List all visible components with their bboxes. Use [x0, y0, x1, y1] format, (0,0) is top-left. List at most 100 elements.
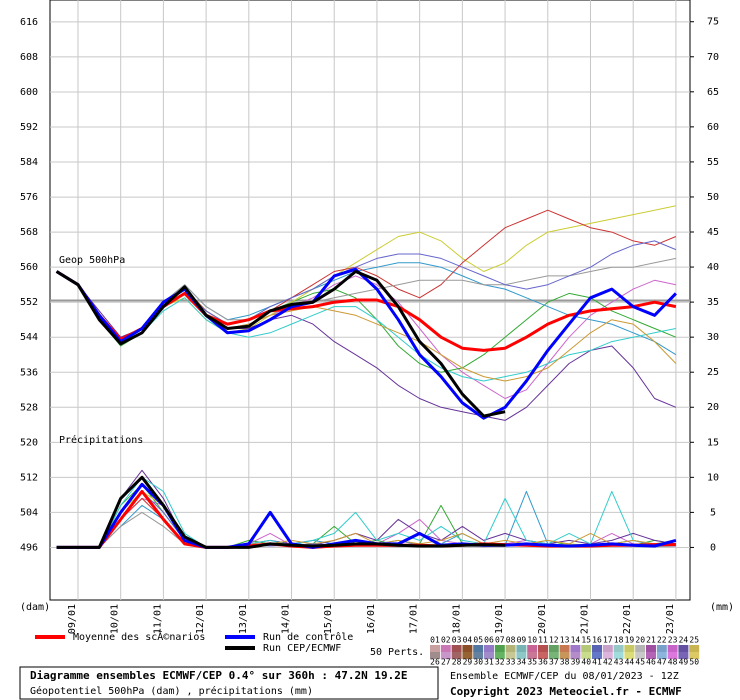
y-tick-label: 504 [20, 507, 38, 518]
legend-label: 24 [679, 636, 689, 645]
legend-swatch [430, 652, 440, 659]
footer-run: Ensemble ECMWF/CEP du 08/01/2023 - 12Z [450, 671, 679, 682]
legend-label: 29 [463, 658, 473, 667]
legend-label: 43 [614, 658, 624, 667]
legend-swatch [667, 645, 678, 652]
legend-swatch [592, 645, 602, 652]
y-tick-label: 568 [20, 227, 38, 238]
legend-label: 11 [538, 636, 548, 645]
x-tick-label: 14/01 [281, 604, 292, 634]
legend-label: 06 [484, 636, 494, 645]
y-tick-label: 616 [20, 17, 38, 28]
geop-line [55, 267, 677, 420]
y2-tick-label: 50 [707, 192, 719, 203]
legend-label: 28 [452, 658, 462, 667]
legend-label: 45 [635, 658, 645, 667]
legend-swatch [624, 652, 635, 659]
legend-label: 40 [581, 658, 591, 667]
legend-label: 50 Perts. [370, 647, 424, 658]
legend-swatch [689, 652, 700, 659]
footer-copyright: Copyright 2023 Meteociel.fr - ECMWF [450, 685, 682, 698]
legend-label: 26 [430, 658, 440, 667]
legend-swatch [602, 652, 613, 659]
footer-subtitle: Géopotentiel 500hPa (dam) , précipitatio… [30, 685, 313, 697]
x-tick-label: 15/01 [323, 604, 334, 634]
legend-label: 39 [571, 658, 581, 667]
y2-tick-label: 45 [707, 227, 719, 238]
legend-swatch [570, 652, 581, 659]
y2-tick-label: 25 [707, 367, 719, 378]
legend-swatch [527, 645, 538, 652]
legend-label: 03 [452, 636, 462, 645]
annotation: Précipitations [59, 434, 143, 446]
y-tick-label: 592 [20, 122, 38, 133]
legend-swatch [451, 652, 462, 659]
y-tick-label: 552 [20, 297, 38, 308]
legend-label: 36 [538, 658, 548, 667]
legend-label: 04 [463, 636, 473, 645]
perturbation-precip-line [56, 469, 676, 548]
legend-label: 32 [495, 658, 505, 667]
legend-swatch [430, 645, 440, 652]
y2-tick-label: 40 [707, 262, 719, 273]
legend-swatch [656, 652, 667, 659]
y-tick-label: 544 [20, 332, 38, 343]
legend-swatch [678, 652, 689, 659]
legend-label: 49 [679, 658, 689, 667]
legend-label: 47 [657, 658, 667, 667]
x-tick-label: 21/01 [579, 604, 590, 634]
legend-label: 12 [549, 636, 559, 645]
legend-label: 10 [527, 636, 537, 645]
y2-tick-label: 75 [707, 17, 719, 28]
legend-label: 07 [495, 636, 505, 645]
y-axis-label: (dam) [20, 602, 50, 613]
legend-swatch [548, 652, 559, 659]
legend-swatch [484, 652, 494, 659]
geop-line [55, 270, 506, 418]
legend-swatch [527, 652, 538, 659]
footer-box [19, 666, 439, 700]
legend-swatch [516, 652, 527, 659]
y2-tick-label: 35 [707, 297, 719, 308]
legend-label: 05 [473, 636, 483, 645]
legend-swatch [494, 645, 505, 652]
legend-label: 01 [430, 636, 440, 645]
y-tick-label: 536 [20, 367, 38, 378]
legend-label: 35 [527, 658, 537, 667]
legend-label: 48 [668, 658, 678, 667]
legend-label: 31 [484, 658, 494, 667]
legend-swatch [656, 645, 667, 652]
legend-swatch [646, 645, 656, 652]
legend-swatch [570, 645, 581, 652]
legend-label: 14 [571, 636, 581, 645]
legend-swatch [538, 652, 548, 659]
legend-swatch [440, 652, 451, 659]
x-tick-label: 13/01 [238, 604, 249, 634]
y-tick-label: 512 [20, 472, 38, 483]
legend-swatch [613, 645, 624, 652]
legend-swatch [667, 652, 678, 659]
y-tick-label: 584 [20, 157, 38, 168]
legend-label: 13 [560, 636, 570, 645]
legend-label: Run de contrôle [263, 631, 353, 643]
legend-label: 30 [473, 658, 483, 667]
y-tick-label: 608 [20, 52, 38, 63]
legend-swatch [602, 645, 613, 652]
x-tick-label: 09/01 [67, 604, 78, 634]
perturbation-precip-line [56, 476, 676, 548]
x-tick-label: 17/01 [409, 604, 420, 634]
x-tick-label: 16/01 [366, 604, 377, 634]
legend-label: 18 [614, 636, 624, 645]
legend-label: Moyenne des scÃ©narios [73, 630, 205, 643]
legend-swatch [635, 645, 646, 652]
legend-swatch [473, 652, 484, 659]
legend-swatch [494, 652, 505, 659]
legend-label: 38 [560, 658, 570, 667]
y2-tick-label: 15 [707, 437, 719, 448]
y2-tick-label: 30 [707, 332, 719, 343]
y2-tick-label: 5 [710, 507, 716, 518]
y2-tick-label: 60 [707, 122, 719, 133]
legend-swatch [678, 645, 689, 652]
y-tick-label: 576 [20, 192, 38, 203]
